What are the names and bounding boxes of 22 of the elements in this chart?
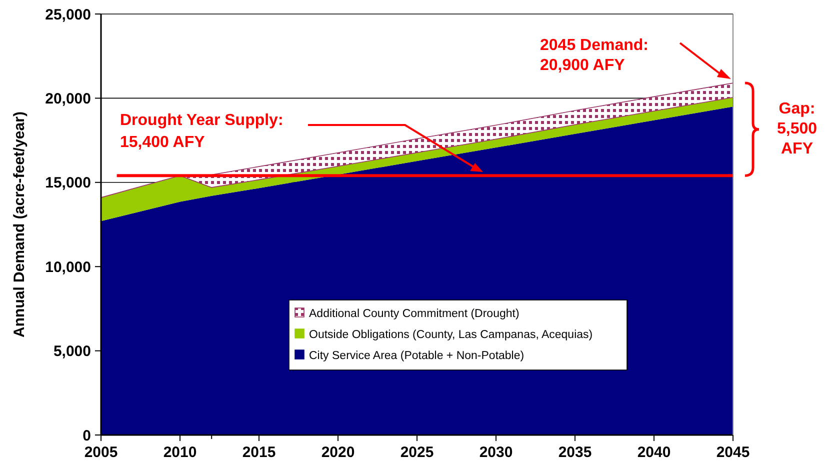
x-tick-label: 2020	[321, 444, 355, 461]
annotation: Drought Year Supply: 15,400 AFY	[120, 112, 284, 151]
x-tick-label: 2015	[242, 444, 276, 461]
annotation: 2045 Demand: 20,900 AFY	[540, 37, 648, 74]
x-tick-label: 2005	[84, 444, 118, 461]
legend-label: Additional County Commitment (Drought)	[309, 308, 520, 320]
x-tick-label: 2030	[479, 444, 513, 461]
y-tick-label: 10,000	[45, 258, 91, 276]
legend-label: City Service Area (Potable + Non-Potable)	[309, 350, 524, 362]
y-tick-label: 5,000	[53, 343, 91, 360]
x-tick-label: 2035	[558, 444, 592, 461]
x-tick-label: 2010	[163, 444, 197, 461]
y-tick-label: 20,000	[45, 90, 91, 108]
y-tick-label: 0	[82, 427, 91, 444]
legend-label: Outside Obligations (County, Las Campanas, Acequias)	[309, 329, 593, 341]
y-tick-label: 25,000	[45, 6, 91, 24]
y-axis-title: Annual Demand (acre-feet/year)	[11, 112, 28, 338]
y-tick-label: 15,000	[45, 174, 91, 192]
x-tick-label: 2025	[400, 444, 434, 461]
x-tick-label: 2045	[716, 444, 750, 461]
text: Gap: 5,500 AFY	[776, 100, 818, 158]
x-tick-label: 2040	[637, 444, 671, 461]
